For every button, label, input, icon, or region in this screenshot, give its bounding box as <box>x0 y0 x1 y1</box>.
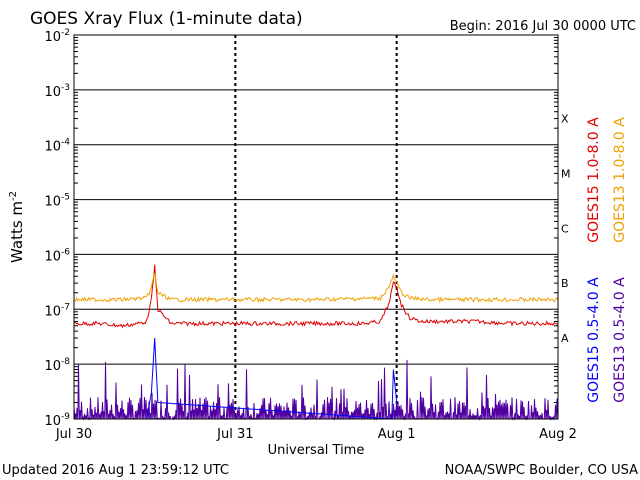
grid <box>74 34 558 420</box>
x-axis-label: Universal Time <box>268 443 365 458</box>
y-tick-label-1: 10-3 <box>44 83 70 100</box>
x-tick-label-1: Jul 31 <box>216 427 253 442</box>
flare-class-X: X <box>561 113 569 126</box>
y-tick-label-0: 10-2 <box>44 28 70 45</box>
updated-timestamp: Updated 2016 Aug 1 23:59:12 UTC <box>2 463 229 478</box>
y-tick-label-2: 10-4 <box>44 138 70 155</box>
y-tick-labels: 10-2 10-3 10-4 10-5 10-6 10-7 10-8 10-9 <box>44 28 70 429</box>
flare-class-labels: X M C B A <box>561 113 571 345</box>
noise-layer <box>73 359 559 421</box>
series-goes15-short <box>146 337 398 420</box>
x-tick-labels: Jul 30 Jul 31 Aug 1 Aug 2 <box>55 427 577 442</box>
y-tick-label-7: 10-9 <box>44 412 70 429</box>
flare-class-A: A <box>561 332 569 345</box>
y-tick-label-5: 10-7 <box>44 302 70 319</box>
begin-label: Begin: 2016 Jul 30 0000 UTC <box>450 19 636 34</box>
chart-title: GOES Xray Flux (1-minute data) <box>30 9 303 29</box>
series-goes13-short <box>73 359 559 421</box>
y-tick-label-4: 10-6 <box>44 247 70 264</box>
series-goes15-long <box>73 264 559 329</box>
plot-frame <box>73 34 559 420</box>
legend-entry-0: GOES15 1.0-8.0 A <box>586 117 602 243</box>
flare-class-C: C <box>561 222 569 235</box>
data-source: NOAA/SWPC Boulder, CO USA <box>445 463 638 478</box>
x-tick-label-0: Jul 30 <box>55 427 92 442</box>
x-tick-label-2: Aug 1 <box>378 427 416 442</box>
series-goes13-long <box>73 272 559 304</box>
y-tick-label-6: 10-8 <box>44 357 70 374</box>
y-axis-label: Watts m-2 <box>8 191 26 263</box>
series-layer <box>73 264 559 420</box>
legend-entry-1: GOES13 1.0-8.0 A <box>612 117 628 243</box>
legend: GOES15 1.0-8.0 A GOES13 1.0-8.0 A GOES15 0… <box>586 117 628 403</box>
flare-class-B: B <box>561 277 569 290</box>
legend-entry-2: GOES15 0.5-4.0 A <box>586 277 602 403</box>
x-tick-label-3: Aug 2 <box>539 427 577 442</box>
legend-entry-3: GOES13 0.5-4.0 A <box>612 277 628 403</box>
flare-class-M: M <box>561 167 571 180</box>
y-tick-label-3: 10-5 <box>44 193 70 210</box>
